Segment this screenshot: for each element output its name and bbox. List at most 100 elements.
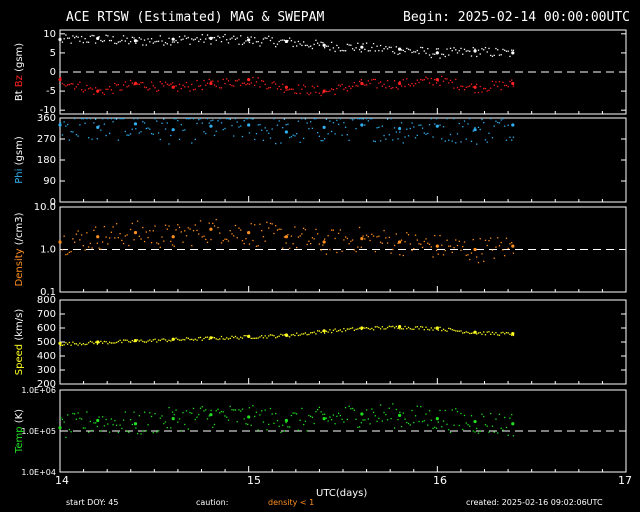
data-dot-density-Density (222, 240, 224, 242)
data-dot-phi-Phi (339, 118, 342, 120)
data-dot-temp-Temp (163, 422, 165, 425)
data-dot-density-Density (135, 231, 137, 233)
data-dot-density-Density (325, 253, 328, 255)
data-dot-speed-Speed (407, 326, 410, 329)
data-dot-bt_bz-Bz (310, 92, 312, 94)
data-dot-bt_bz-Bt (507, 50, 509, 52)
data-dot-speed-Speed (177, 338, 179, 341)
data-dot-speed-Speed (327, 331, 329, 333)
data-dot-phi-Phi (271, 128, 273, 130)
data-dot-density-Density (378, 235, 380, 237)
data-dot-speed-Speed (213, 337, 216, 339)
data-dot-phi-Phi (185, 118, 188, 120)
data-dot-bt_bz-Bz (194, 88, 196, 90)
data-dot-speed-Speed (259, 336, 261, 338)
data-dot-bt_bz-Bz (393, 80, 396, 82)
data-dot-phi-Phi (77, 135, 79, 137)
data-dot-speed-Speed (409, 328, 411, 330)
data-dot-temp-Temp (339, 414, 342, 417)
data-dot-density-Density (269, 222, 272, 225)
data-dot-speed-Speed (282, 334, 284, 336)
data-dot-speed-Speed (231, 335, 233, 337)
data-dot-bt_bz-Bt (199, 38, 202, 41)
data-dot-density-Density (275, 224, 277, 227)
data-dot-density-Density (68, 251, 71, 254)
data-dot-density-Density (294, 226, 296, 228)
data-dot-speed-Speed (264, 335, 266, 337)
data-dot-phi-Phi (87, 137, 90, 139)
data-point-speed-Speed (209, 336, 213, 340)
data-dot-bt_bz-Bt (310, 45, 312, 47)
data-dot-phi-Phi (423, 132, 425, 134)
data-dot-bt_bz-Bt (234, 38, 237, 40)
data-dot-bt_bz-Bz (87, 88, 90, 90)
data-dot-bt_bz-Bz (316, 85, 319, 88)
data-dot-temp-Temp (325, 417, 328, 419)
data-dot-bt_bz-Bt (285, 41, 287, 43)
data-dot-bt_bz-Bt (136, 40, 139, 42)
data-dot-bt_bz-Bz (247, 83, 249, 85)
data-dot-bt_bz-Bz (75, 86, 78, 88)
data-dot-temp-Temp (486, 425, 488, 427)
y-axis-label-part: Bt (14, 90, 25, 101)
data-dot-temp-Temp (259, 414, 261, 416)
data-dot-density-Density (96, 242, 99, 244)
data-dot-phi-Phi (308, 127, 310, 130)
data-dot-temp-Temp (282, 424, 284, 426)
data-dot-bt_bz-Bz (271, 82, 273, 84)
data-dot-temp-Temp (498, 413, 501, 416)
data-dot-density-Density (287, 234, 289, 236)
data-dot-temp-Temp (390, 417, 392, 420)
data-dot-phi-Phi (205, 132, 207, 135)
data-dot-temp-Temp (467, 424, 469, 426)
data-dot-density-Density (491, 249, 494, 251)
data-dot-density-Density (100, 248, 102, 250)
data-dot-bt_bz-Bz (126, 86, 128, 88)
data-dot-density-Density (238, 227, 240, 229)
density-caution: density < 1 (268, 498, 315, 507)
data-dot-speed-Speed (208, 338, 210, 340)
data-dot-bt_bz-Bz (283, 91, 286, 93)
data-dot-bt_bz-Bt (219, 36, 221, 39)
data-dot-phi-Phi (145, 127, 147, 130)
data-dot-density-Density (257, 245, 259, 247)
data-dot-phi-Phi (282, 127, 284, 129)
data-dot-phi-Phi (381, 125, 383, 127)
data-dot-bt_bz-Bt (463, 48, 466, 51)
data-dot-bt_bz-Bz (327, 90, 329, 93)
data-dot-bt_bz-Bz (275, 83, 277, 85)
data-dot-temp-Temp (147, 424, 149, 426)
data-dot-phi-Phi (322, 139, 324, 142)
data-dot-density-Density (224, 238, 226, 240)
data-dot-phi-Phi (240, 125, 242, 127)
data-dot-bt_bz-Bt (481, 48, 483, 50)
data-dot-speed-Speed (212, 336, 214, 339)
data-dot-bt_bz-Bz (234, 80, 237, 82)
data-dot-density-Density (233, 235, 235, 237)
data-dot-temp-Temp (117, 431, 119, 434)
data-dot-phi-Phi (509, 136, 511, 138)
data-dot-temp-Temp (344, 407, 347, 409)
data-dot-temp-Temp (505, 426, 508, 429)
data-dot-speed-Speed (171, 339, 174, 341)
data-point-bt_bz-Bt (322, 43, 326, 47)
data-dot-density-Density (411, 249, 413, 252)
data-dot-speed-Speed (434, 327, 436, 329)
data-dot-temp-Temp (240, 410, 242, 412)
data-dot-speed-Speed (82, 342, 85, 345)
data-dot-bt_bz-Bt (453, 47, 455, 49)
data-dot-bt_bz-Bt (318, 44, 321, 46)
data-dot-speed-Speed (421, 326, 424, 328)
data-dot-speed-Speed (147, 340, 149, 342)
data-dot-speed-Speed (189, 338, 191, 341)
data-dot-bt_bz-Bt (261, 42, 263, 44)
data-dot-speed-Speed (157, 339, 160, 341)
data-dot-density-Density (152, 230, 154, 232)
data-dot-bt_bz-Bz (248, 83, 251, 85)
data-dot-density-Density (66, 253, 69, 255)
data-dot-bt_bz-Bt (448, 54, 450, 56)
data-point-bt_bz-Bt (511, 51, 515, 55)
data-dot-temp-Temp (180, 430, 182, 432)
data-dot-phi-Phi (316, 131, 319, 134)
data-dot-bt_bz-Bt (320, 41, 322, 43)
